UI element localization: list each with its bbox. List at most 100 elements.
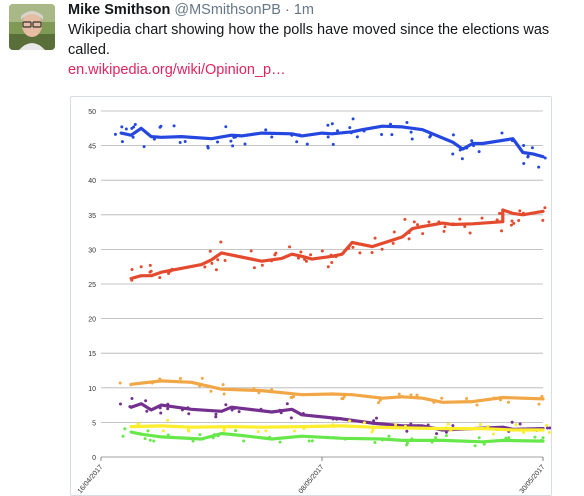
- poll-point: [178, 141, 182, 145]
- poll-point: [509, 223, 513, 227]
- poll-point: [295, 140, 299, 144]
- poll-point: [545, 423, 549, 427]
- poll-point: [252, 266, 256, 270]
- poll-point: [504, 436, 508, 440]
- poll-point: [326, 265, 330, 269]
- poll-point: [139, 265, 143, 269]
- poll-point: [375, 416, 379, 420]
- tweet-link[interactable]: en.wikipedia.org/wiki/Opinion_p…: [68, 62, 286, 78]
- poll-point: [130, 267, 134, 271]
- avatar-photo: [9, 4, 55, 50]
- poll-point: [477, 150, 481, 154]
- poll-point: [191, 439, 195, 443]
- poll-point: [507, 400, 511, 404]
- tweet-header: Mike Smithson @MSmithsonPB · 1m: [68, 1, 576, 20]
- poll-point: [214, 268, 218, 272]
- poll-point: [288, 245, 292, 249]
- poll-point: [183, 139, 187, 143]
- meta-separator: ·: [284, 2, 290, 18]
- tweet-media-image[interactable]: 0 5 10 15 20 25 30 35 40 45 50 16/04/2017 08/05/2017…: [70, 96, 552, 496]
- poll-point: [514, 423, 518, 427]
- poll-point: [518, 209, 522, 213]
- poll-point: [172, 124, 176, 128]
- poll-point: [113, 132, 117, 136]
- poll-point: [330, 122, 334, 126]
- y-tick-label: 30: [88, 247, 96, 254]
- poll-point: [512, 221, 516, 225]
- poll-point: [326, 135, 330, 139]
- poll-point: [264, 128, 268, 132]
- poll-point: [210, 261, 214, 265]
- poll-point: [124, 127, 128, 131]
- poll-point: [522, 143, 526, 147]
- poll-point: [351, 245, 355, 249]
- poll-point: [146, 429, 150, 433]
- poll-point: [463, 225, 467, 229]
- avatar[interactable]: [9, 4, 55, 50]
- poll-point: [517, 218, 521, 222]
- y-tick-label: 20: [88, 317, 96, 324]
- poll-point: [243, 142, 247, 146]
- poll-point: [320, 249, 324, 253]
- poll-point: [391, 241, 395, 245]
- poll-point: [358, 251, 362, 255]
- poll-point: [380, 133, 384, 137]
- poll-point: [158, 125, 162, 129]
- poll-point: [416, 223, 420, 227]
- poll-point: [491, 432, 495, 436]
- series-line: [119, 124, 545, 159]
- poll-point: [120, 125, 124, 129]
- poll-point: [500, 131, 504, 135]
- series-line: [129, 430, 545, 444]
- poll-point: [518, 422, 522, 426]
- poll-point: [421, 232, 425, 236]
- poll-point: [537, 165, 541, 169]
- poll-point: [444, 434, 448, 438]
- poll-point: [159, 411, 163, 415]
- poll-point: [541, 218, 545, 222]
- y-tick-label: 45: [88, 144, 96, 151]
- poll-point: [473, 444, 477, 448]
- poll-point: [133, 122, 137, 126]
- poll-point: [458, 217, 462, 221]
- poll-point: [470, 139, 474, 143]
- tweet-timestamp[interactable]: 1m: [293, 2, 315, 18]
- poll-point: [522, 431, 526, 435]
- poll-point: [260, 263, 264, 267]
- poll-point: [373, 236, 377, 240]
- poll-point: [224, 403, 228, 407]
- poll-point: [200, 376, 204, 380]
- poll-point: [224, 125, 228, 129]
- poll-point: [130, 397, 134, 401]
- poll-point: [434, 436, 438, 440]
- poll-point: [216, 140, 220, 144]
- poll-point: [478, 422, 482, 426]
- poll-point: [451, 424, 455, 428]
- x-tick-label: 08/05/2017: [298, 464, 326, 495]
- poll-point: [373, 440, 377, 444]
- poll-point: [307, 439, 311, 443]
- y-tick-label: 15: [88, 351, 96, 358]
- poll-point: [443, 225, 447, 229]
- poll-point: [477, 436, 481, 440]
- poll-point: [152, 439, 156, 443]
- poll-point: [351, 117, 355, 121]
- poll-point: [410, 137, 414, 141]
- x-tick-label: 16/04/2017: [77, 464, 105, 495]
- poll-point: [537, 402, 541, 406]
- poll-point: [278, 440, 282, 444]
- poll-point: [229, 139, 233, 143]
- poll-point: [256, 430, 260, 434]
- poll-point: [498, 211, 502, 215]
- poll-point: [465, 397, 469, 401]
- author-handle[interactable]: @MSmithsonPB: [174, 2, 281, 18]
- poll-point: [526, 155, 530, 159]
- poll-point: [299, 250, 303, 254]
- poll-point: [451, 152, 455, 156]
- opinion-poll-chart: 0 5 10 15 20 25 30 35 40 45 50 16/04/2017 08/05/2017…: [77, 109, 551, 495]
- poll-point: [442, 229, 446, 233]
- y-tick-label: 5: [92, 420, 96, 427]
- poll-point: [530, 146, 534, 150]
- poll-point: [178, 376, 182, 380]
- author-name[interactable]: Mike Smithson: [68, 2, 171, 18]
